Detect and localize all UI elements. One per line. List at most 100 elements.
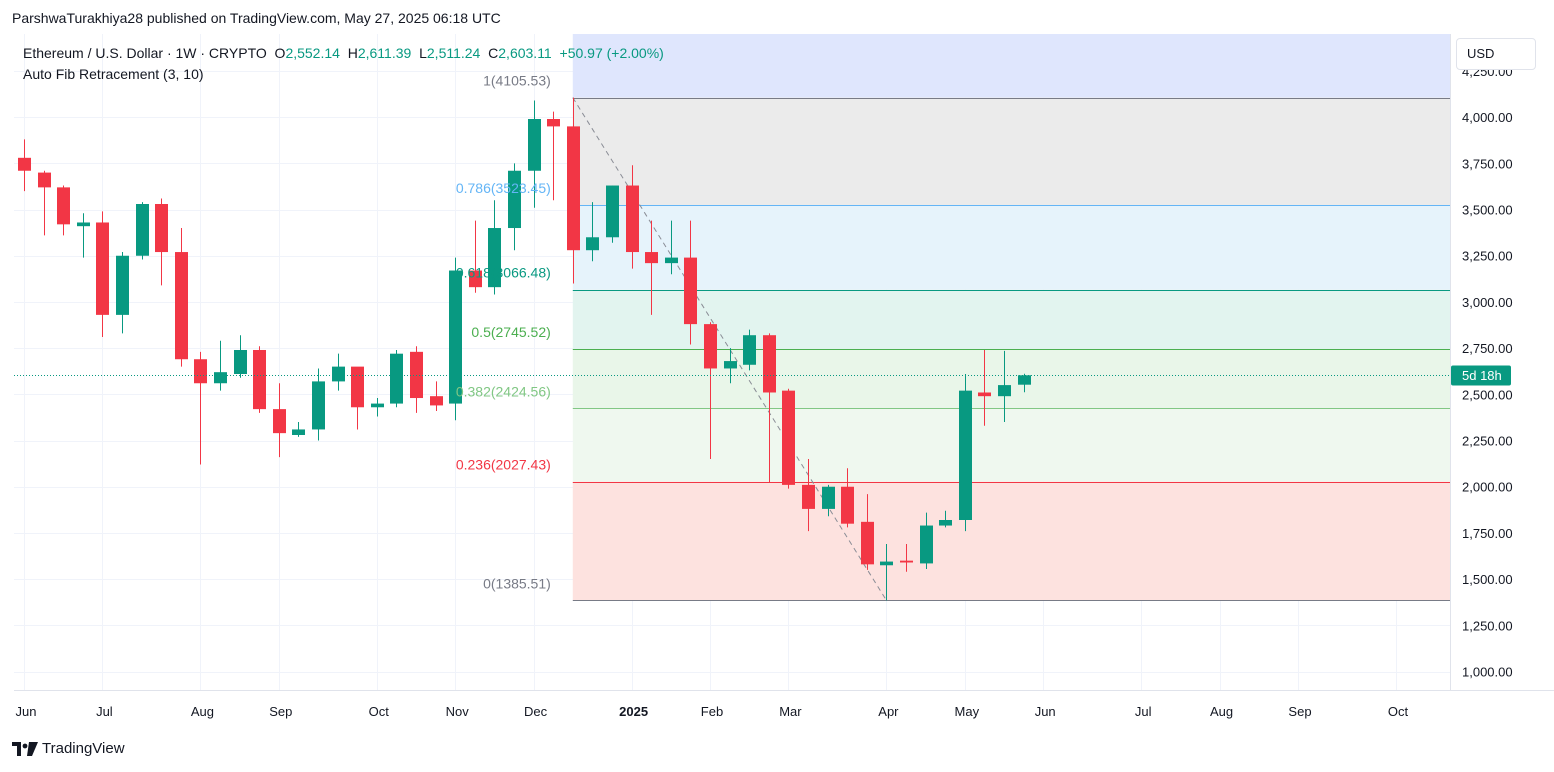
time-axis-tick-label: Dec [524,704,548,719]
candle-body [724,361,737,369]
candle-body [96,222,109,315]
low-label: L [419,45,427,61]
candle-body [763,335,776,393]
fib-level-label: 0.382(2424.56) [456,383,551,399]
high-value: 2,611.39 [357,45,412,61]
price-axis-tick-label: 4,000.00 [1462,110,1513,125]
candle-body [645,252,658,264]
price-badge-label: 5d 18h [1462,368,1502,383]
candle-body [606,185,619,238]
candle-body [410,351,423,399]
candle-body [77,222,90,227]
time-axis-tick-label: May [955,704,980,719]
time-axis-tick-label: Jun [16,704,37,719]
published-caption: ParshwaTurakhiya28 published on TradingV… [12,10,501,26]
candle-body [939,519,952,526]
candle-body [508,170,521,229]
candle-body [782,390,795,485]
candle-body [841,486,854,524]
candle-body [684,257,697,325]
candle-body [273,409,286,434]
price-axis-tick-label: 2,500.00 [1462,387,1513,402]
time-axis-tick-label: Oct [369,704,390,719]
candle-body [430,396,443,406]
candle-body [665,257,678,264]
price-axis-tick-label: 2,000.00 [1462,480,1513,495]
price-axis-tick-label: 2,250.00 [1462,434,1513,449]
tradingview-logo-icon [12,741,38,756]
fib-labels: 1(4105.53) 0.786(3523.45) 0.618(3066.48) 0.… [456,73,551,592]
candle-body [234,349,247,375]
candle-body [1018,375,1031,385]
fib-zone [572,408,1450,482]
footer-brand: TradingView [12,740,125,757]
price-axis-tick-label: 1,000.00 [1462,665,1513,680]
candle-body [175,252,188,360]
fib-lines [572,98,1450,601]
price-axis-tick-label: 3,000.00 [1462,295,1513,310]
symbol-title[interactable]: Ethereum / U.S. Dollar · 1W · CRYPTO [23,45,267,61]
time-axis-tick-label: Apr [878,704,899,719]
candle-body [449,270,462,404]
candle-body [292,429,305,435]
time-axis-tick-label: 2025 [619,704,648,719]
candle-body [547,119,560,127]
candle-body [312,381,325,430]
candle-body [57,187,70,225]
candle-body [802,484,815,509]
fib-level-label: 0.5(2745.52) [471,324,550,340]
fib-zones [572,34,1450,601]
candle-body [567,126,580,251]
time-axis-tick-label: Jul [96,704,113,719]
fib-zone [572,205,1450,290]
candle-body [704,324,717,369]
fib-zone [572,97,1450,206]
candle-body [253,349,266,410]
fib-zone [572,481,1450,601]
time-axis-tick-label: Mar [779,704,802,719]
candle-body [155,204,168,253]
price-badge [1451,365,1511,386]
time-axis-tick-label: Jul [1135,704,1152,719]
candle-body [116,255,129,315]
candle-body [469,270,482,288]
price-axis-tick-label: 2,750.00 [1462,341,1513,356]
close-label: C [488,45,499,61]
time-axis-tick-label: Oct [1388,704,1409,719]
candle-body [194,359,207,384]
candle-body [743,335,756,365]
fib-zone [572,289,1450,349]
open-label: O [274,45,286,61]
fib-level-label: 0.786(3523.45) [456,180,551,196]
fib-level-label: 0(1385.51) [483,575,551,591]
candle-body [822,486,835,509]
candle-body [978,392,991,397]
candle-body [959,390,972,520]
price-axis-tick-label: 1,250.00 [1462,618,1513,633]
candle-body [351,366,364,408]
price-axis-tick-label: 1,500.00 [1462,572,1513,587]
time-axis[interactable]: Jun Jul Aug Sep Oct Nov Dec 2025 Feb Mar Apr May Jun… [16,704,1409,719]
candle-body [136,204,149,256]
price-axis[interactable]: 1,000.00 1,250.00 1,500.00 1,750.00 2,000.00… [1462,64,1513,680]
candle-body [371,403,384,408]
candles [18,97,1031,601]
time-axis-tick-label: Aug [191,704,214,719]
indicator-legend[interactable]: Auto Fib Retracement (3, 10) [23,66,204,82]
low-value: 2,511.24 [426,45,481,61]
change-value: +50.97 (+2.00%) [559,45,664,61]
candle-body [488,228,501,288]
candle-body [214,372,227,384]
price-axis-tick-label: 3,500.00 [1462,203,1513,218]
candle-body [626,185,639,253]
fib-zone [572,348,1450,409]
high-label: H [347,45,358,61]
price-axis-tick-label: 3,750.00 [1462,156,1513,171]
close-value: 2,603.11 [498,45,552,61]
candle-body [332,366,345,382]
candle-body [528,119,541,171]
price-badge-group: 5d 18h [1451,365,1511,386]
currency-button[interactable]: USD [1456,38,1536,70]
fib-level-label: 0.618(3066.48) [456,265,551,281]
